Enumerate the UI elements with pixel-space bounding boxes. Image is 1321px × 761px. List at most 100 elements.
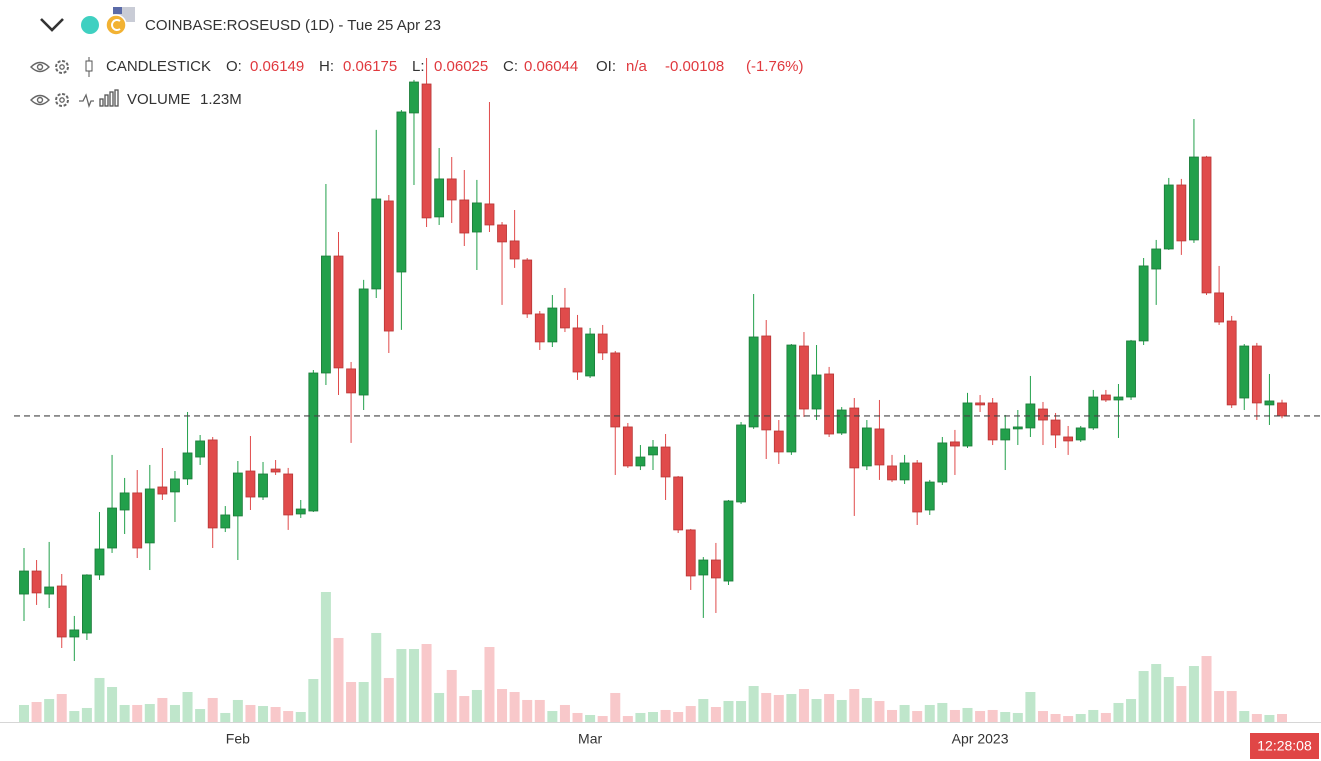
candle-body — [1176, 184, 1187, 242]
candle-body — [773, 430, 784, 453]
candle-body — [295, 508, 306, 515]
volume-bar — [635, 712, 646, 722]
volume-bar — [207, 697, 218, 722]
volume-bar — [522, 699, 533, 722]
candle-body — [723, 500, 734, 582]
candle-body — [1163, 184, 1174, 250]
volume-bar — [358, 682, 369, 722]
candle-body — [937, 442, 948, 483]
pulse-icon — [79, 93, 94, 109]
legend-open-value: 0.06149 — [250, 58, 304, 75]
volume-bar — [723, 701, 734, 722]
settings-icon[interactable] — [55, 93, 69, 107]
volume-bar — [107, 687, 118, 722]
coin-glyph — [111, 19, 121, 31]
volume-bar — [1050, 714, 1061, 722]
volume-bar — [258, 706, 269, 722]
candle-body — [94, 548, 105, 576]
volume-bar — [836, 699, 847, 722]
candle-body — [1113, 396, 1124, 401]
candle-body — [132, 492, 143, 549]
candle-body — [1012, 426, 1023, 430]
volume-bar — [748, 686, 759, 722]
eye-icon[interactable] — [30, 94, 50, 106]
candle-body — [1226, 320, 1237, 406]
volume-bar — [383, 677, 394, 722]
candle-body — [170, 478, 180, 493]
legend-low-label: L: — [412, 58, 425, 75]
candle-body — [748, 336, 759, 428]
volume-bar — [283, 711, 294, 722]
settings-icon[interactable] — [55, 60, 69, 74]
volume-bar — [874, 701, 885, 722]
legend-series-name: CANDLESTICK — [106, 58, 211, 75]
candle-body — [635, 456, 646, 467]
volume-bar — [220, 712, 231, 722]
candle-body — [270, 468, 281, 473]
candle-body — [1239, 345, 1250, 399]
candle-body — [1088, 396, 1099, 429]
candle-body — [1214, 292, 1224, 323]
candle-body — [962, 402, 973, 447]
volume-bar — [182, 692, 193, 722]
candle-body — [912, 462, 923, 513]
candle-body — [799, 345, 809, 410]
collapse-chevron[interactable] — [40, 18, 64, 32]
candle-body — [987, 402, 998, 441]
candle-body — [534, 313, 545, 343]
volume-bar — [786, 694, 797, 722]
volume-bar — [912, 711, 923, 722]
candle-body — [572, 327, 583, 373]
volume-bar — [245, 704, 256, 722]
legend-oi-value: n/a — [626, 58, 648, 75]
candle-body — [232, 472, 243, 517]
candle-icon — [85, 57, 93, 77]
legend-volume-value: 1.23M — [200, 91, 242, 108]
volume-bar — [698, 699, 709, 722]
volume-bar — [572, 712, 583, 722]
candle-body — [761, 335, 772, 431]
candle-body — [31, 570, 42, 594]
candle-body — [824, 373, 835, 435]
candle-body — [1201, 156, 1212, 294]
candle-body — [471, 202, 482, 233]
candle-body — [258, 473, 268, 498]
candle-body — [396, 111, 407, 273]
candle-body — [459, 199, 470, 234]
volume-bar — [685, 706, 696, 722]
candle-body — [144, 488, 155, 544]
volume-bar — [1138, 671, 1149, 722]
volume-bar — [937, 702, 948, 722]
volume-bar — [1037, 711, 1048, 722]
candle-body — [207, 439, 218, 529]
volume-bar — [169, 704, 180, 722]
candle-body — [283, 473, 294, 516]
volume-layer — [19, 592, 1287, 722]
volume-bar — [861, 697, 872, 722]
volume-bar — [31, 702, 42, 722]
candle-body — [1151, 248, 1162, 270]
volume-bar — [195, 709, 206, 722]
candle-body — [887, 465, 897, 481]
candle-body — [358, 288, 369, 396]
candle-body — [1277, 402, 1287, 417]
volume-bar — [270, 707, 281, 722]
candle-body — [56, 585, 67, 638]
eye-icon[interactable] — [30, 61, 50, 73]
volume-bar — [471, 689, 482, 722]
candle-body — [736, 424, 746, 503]
candle-body — [157, 486, 168, 495]
volume-bar — [899, 704, 910, 722]
legend-change: -0.00108 — [665, 58, 724, 75]
candle-body — [69, 629, 80, 638]
volume-bar — [1126, 699, 1137, 722]
legend-change-pct: (-1.76%) — [746, 58, 804, 75]
volume-bar — [509, 692, 520, 722]
volume-bar — [19, 704, 29, 722]
volume-bar — [1025, 692, 1036, 722]
volume-bar — [597, 716, 608, 722]
volume-bar — [396, 649, 407, 722]
volume-bar — [1251, 714, 1262, 722]
